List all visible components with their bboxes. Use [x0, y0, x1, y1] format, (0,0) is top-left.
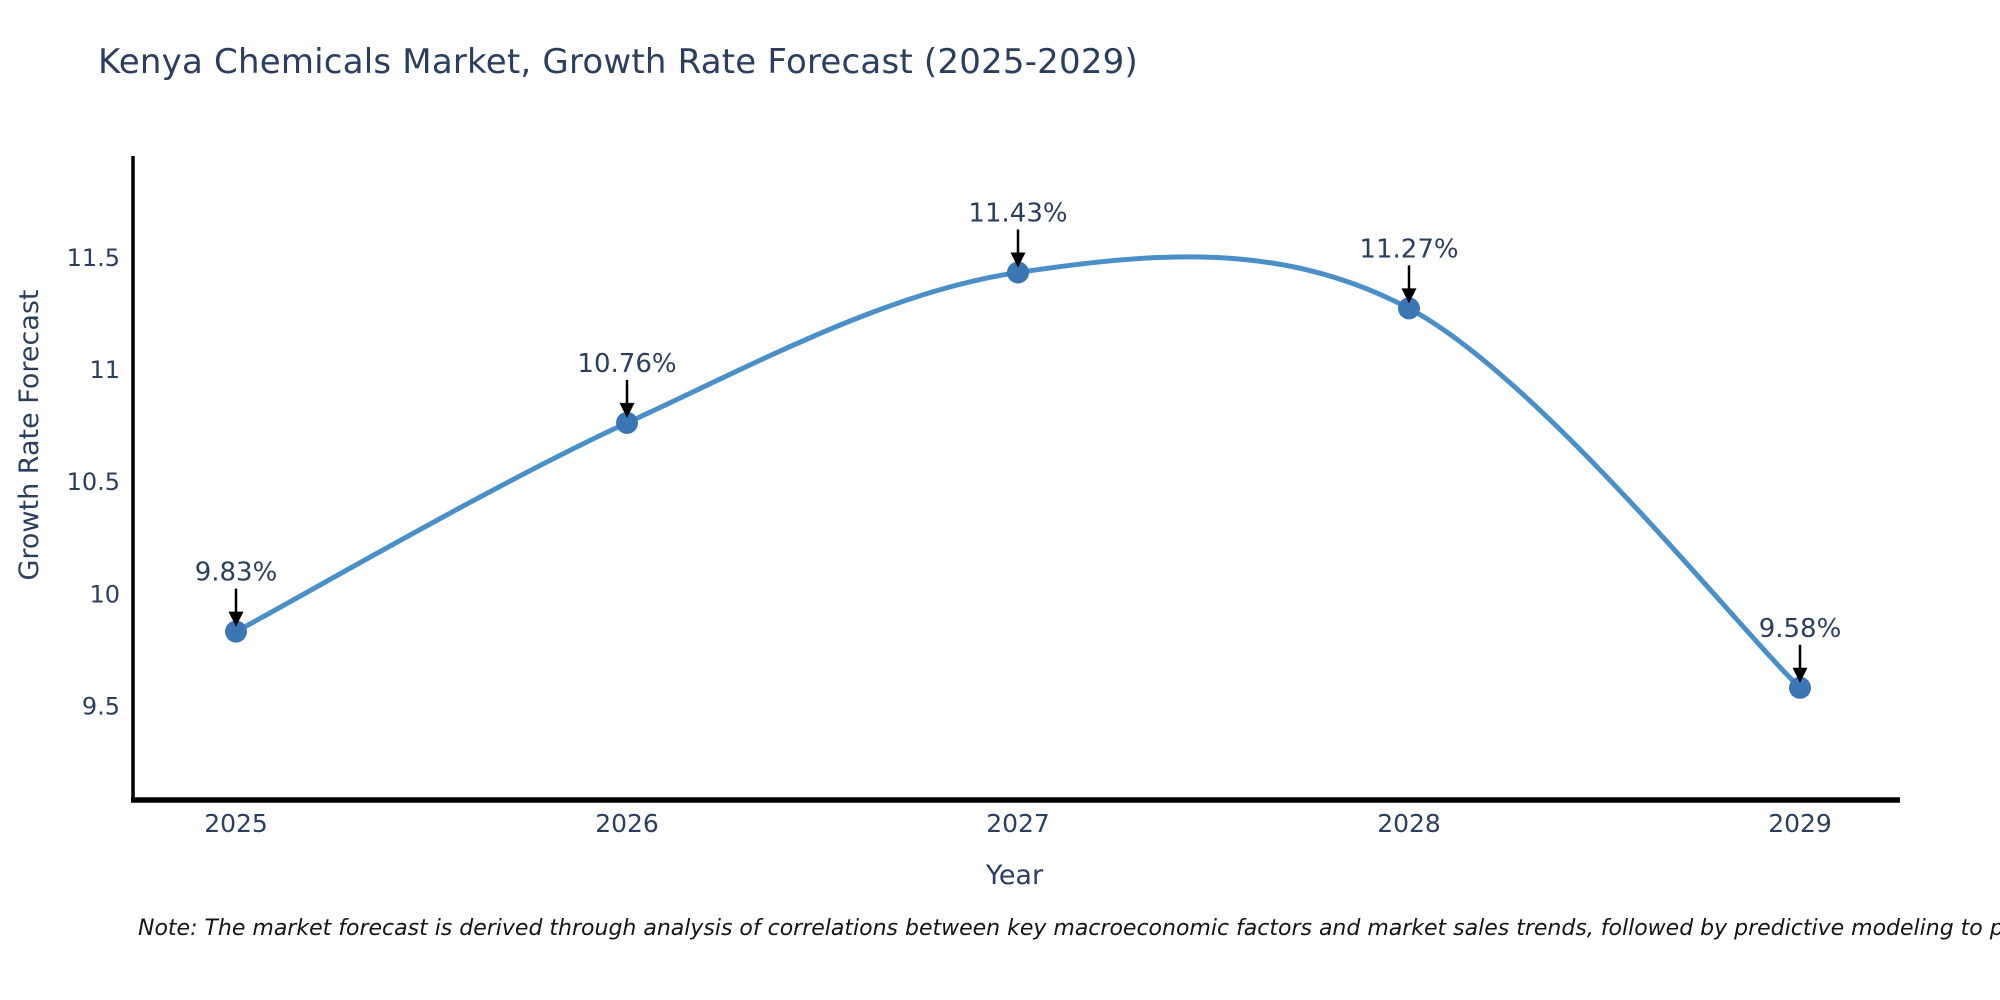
x-tick-label: 2028	[1377, 809, 1441, 838]
x-tick-label: 2025	[204, 809, 268, 838]
x-tick-label: 2027	[986, 809, 1050, 838]
data-point-marker	[1789, 676, 1811, 699]
footnote: Note: The market forecast is derived thr…	[138, 916, 2000, 941]
y-tick-label: 10.5	[67, 468, 120, 496]
annotation-label: 11.43%	[968, 198, 1067, 228]
annotation-arrowhead	[1792, 667, 1808, 683]
y-tick-label: 9.5	[82, 693, 120, 721]
y-tick-label: 11.5	[67, 244, 120, 272]
annotation-arrowhead	[1010, 252, 1026, 268]
y-tick-label: 10	[89, 580, 120, 608]
annotation-arrowhead	[228, 611, 244, 627]
annotation-arrowhead	[619, 402, 635, 418]
annotation-label: 9.58%	[1759, 614, 1842, 644]
x-tick-label: 2026	[595, 809, 659, 838]
y-tick-label: 11	[89, 356, 120, 384]
chart-title: Kenya Chemicals Market, Growth Rate Fore…	[98, 42, 1138, 82]
annotation-arrowhead	[1401, 288, 1417, 304]
data-point-marker	[1398, 297, 1420, 320]
x-tick-label: 2029	[1768, 809, 1832, 838]
series-line	[233, 254, 1803, 691]
data-point-marker	[616, 411, 638, 434]
annotation-label: 11.27%	[1359, 234, 1458, 264]
annotation-label: 10.76%	[577, 349, 676, 379]
data-point-marker	[225, 620, 247, 643]
data-point-marker	[1007, 261, 1029, 284]
annotation-label: 9.83%	[195, 558, 278, 588]
x-axis-title: Year	[985, 860, 1044, 891]
y-axis-title: Growth Rate Forecast	[14, 289, 45, 580]
